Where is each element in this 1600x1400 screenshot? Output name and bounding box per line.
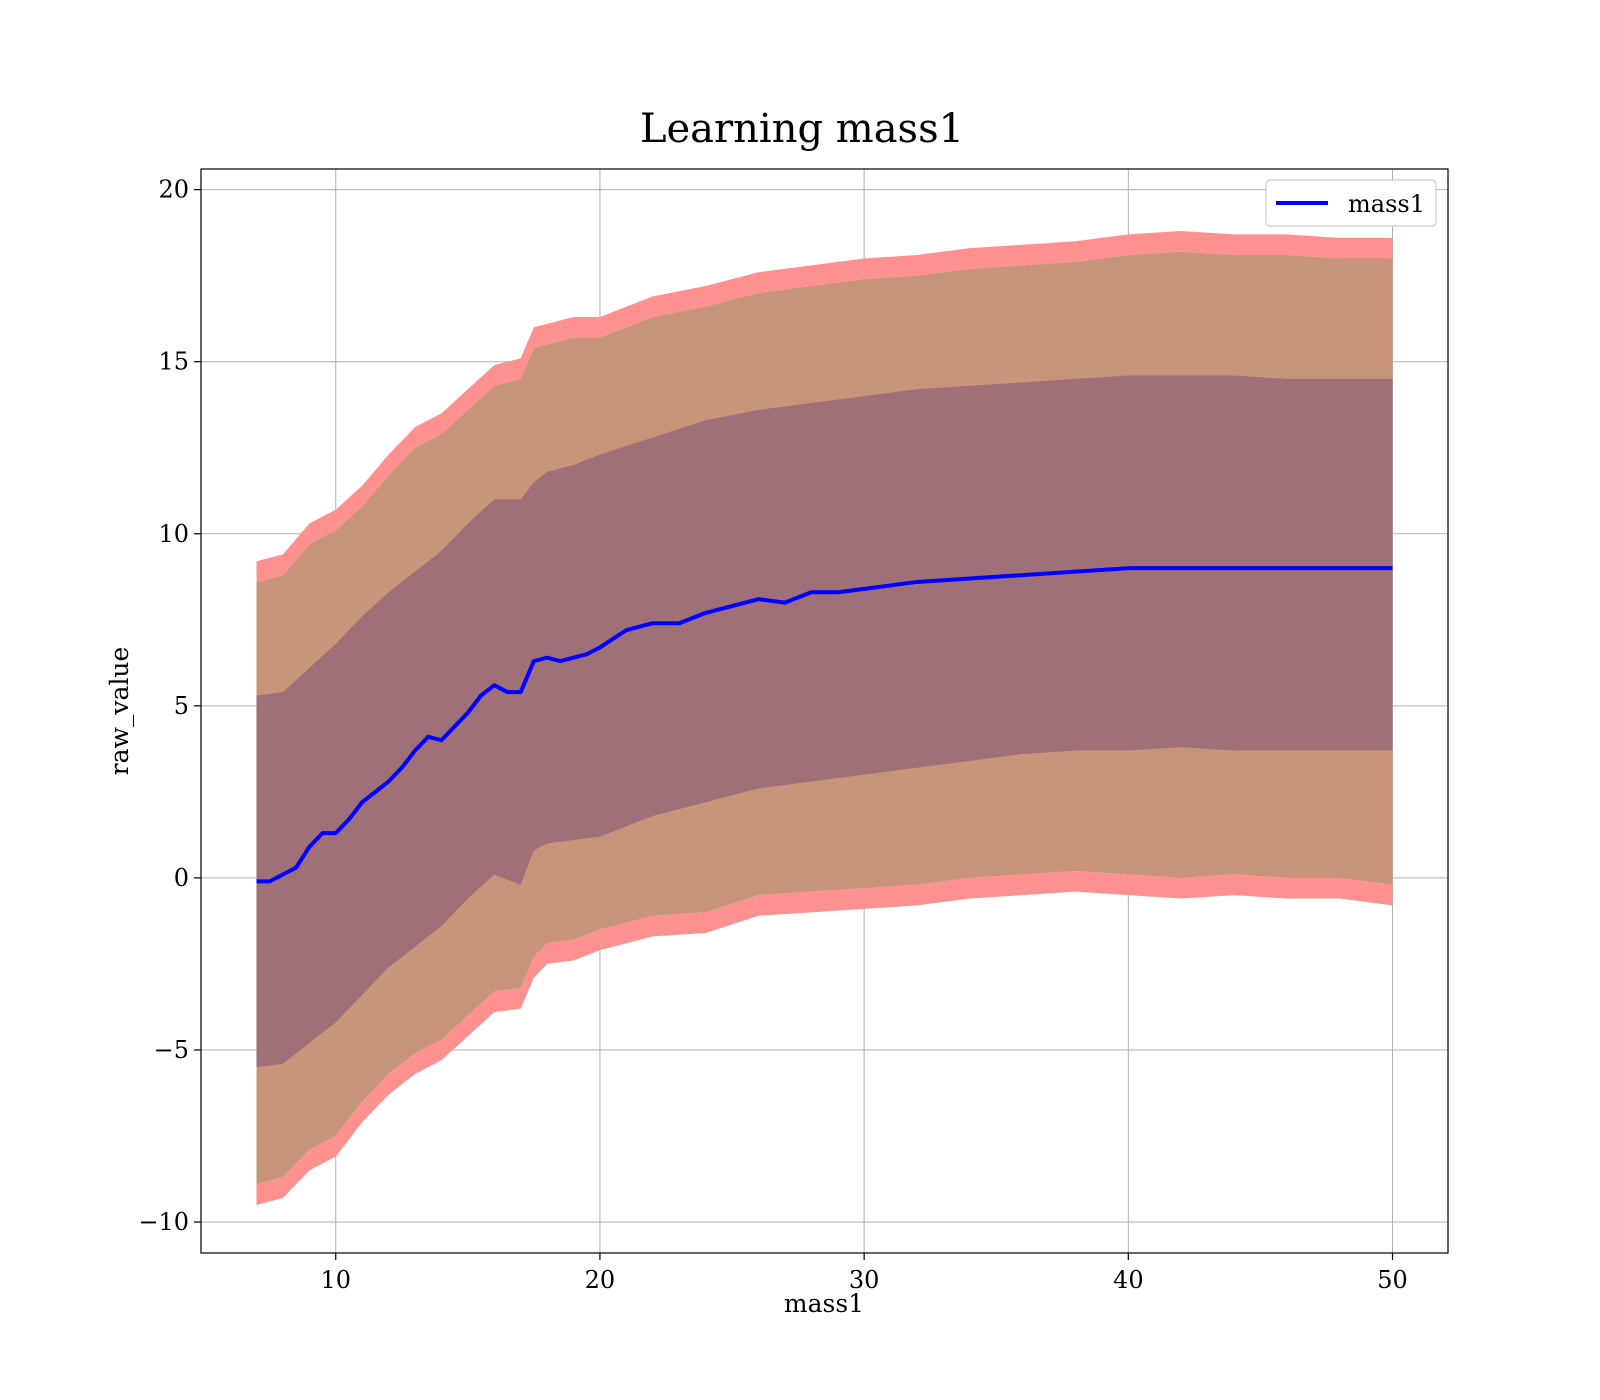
inner-band-area <box>256 375 1393 1068</box>
y-tick-label: 20 <box>158 176 189 204</box>
legend: mass1 <box>1265 179 1437 227</box>
axes-frame <box>200 168 1449 1254</box>
plot-area <box>256 230 1393 1205</box>
y-axis-label: raw_value <box>105 647 134 776</box>
x-tick-label: 50 <box>1377 1266 1408 1294</box>
y-tick-label: −5 <box>154 1036 189 1064</box>
x-tick-label: 10 <box>320 1266 351 1294</box>
y-tick-label: −10 <box>138 1208 189 1236</box>
outer-band-lower-strip <box>256 871 1393 1205</box>
legend-label-mass1: mass1 <box>1348 190 1425 218</box>
y-tick-label: 10 <box>158 520 189 548</box>
x-tick-label: 40 <box>1113 1266 1144 1294</box>
x-tick-label: 20 <box>585 1266 616 1294</box>
mean-line-mass1 <box>256 566 1393 884</box>
y-tick-label: 5 <box>174 692 189 720</box>
x-tick-label: 30 <box>849 1266 880 1294</box>
y-tick-label: 15 <box>158 348 189 376</box>
x-axis-label: mass1 <box>784 1289 864 1318</box>
legend-box <box>1265 179 1437 227</box>
ticks: 10 20 30 40 50 −10 −5 0 5 10 15 20 <box>138 176 1407 1294</box>
chart-title: Learning mass1 <box>640 106 964 152</box>
y-tick-label: 0 <box>174 864 189 892</box>
